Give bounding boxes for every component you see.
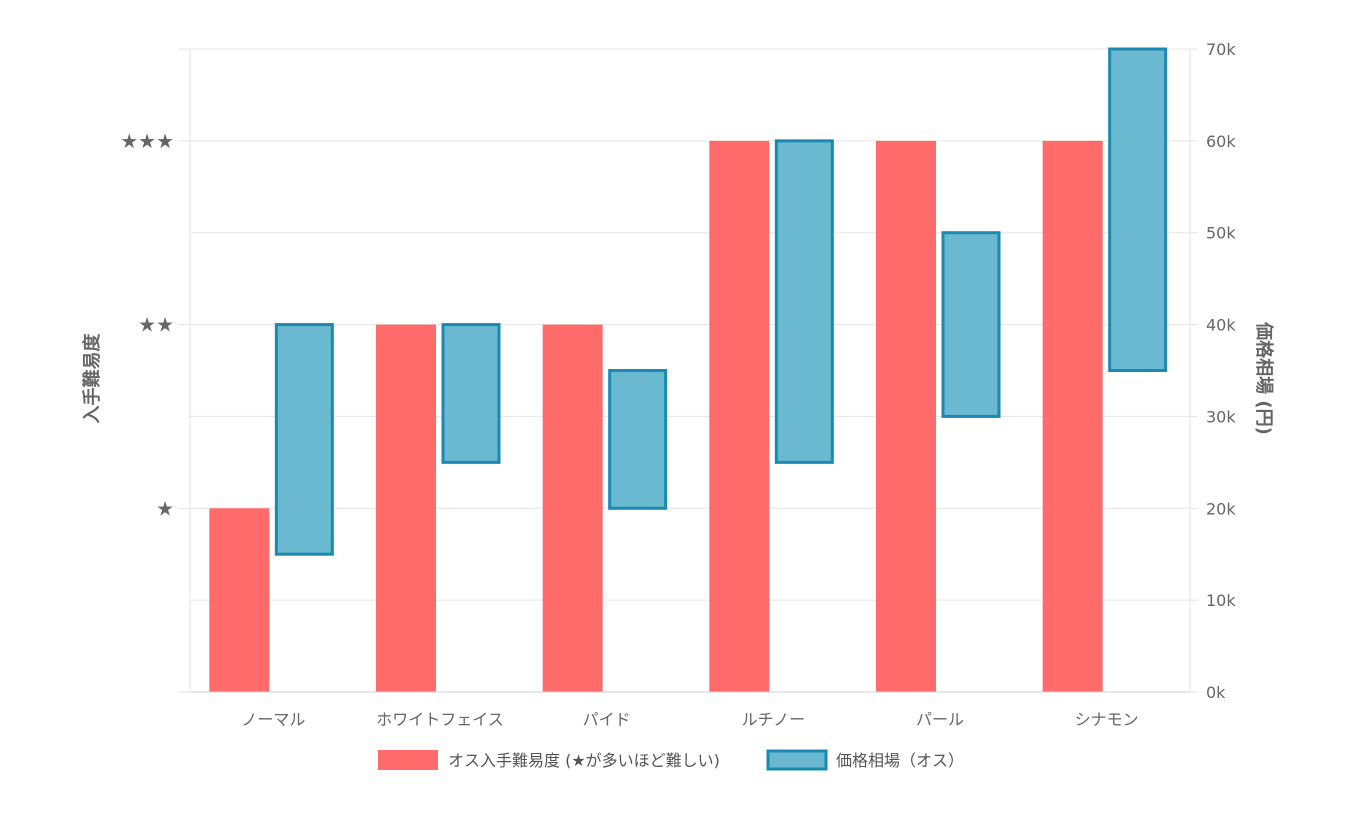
price-range-bar <box>274 323 334 556</box>
difficulty-bar <box>209 508 270 692</box>
legend-swatch-difficulty <box>378 750 438 770</box>
legend: オス入手難易度 (★が多いほど難しい) 価格相場（オス） <box>378 749 964 771</box>
difficulty-bar <box>709 140 770 692</box>
legend-label-price: 価格相場（オス） <box>836 751 964 770</box>
right-tick-label: 50k <box>1206 224 1236 243</box>
right-tick-label: 10k <box>1206 591 1236 610</box>
category-label: パール <box>916 710 964 729</box>
legend-swatch-price <box>766 749 828 771</box>
right-tick-label: 70k <box>1206 40 1236 59</box>
left-axis-title: 入手難易度 <box>81 333 103 424</box>
left-tick-label: ★★★ <box>120 129 174 153</box>
right-tick-label: 30k <box>1206 407 1236 426</box>
difficulty-bar <box>542 324 603 692</box>
price-range-bar <box>1108 47 1168 372</box>
price-range-bar <box>941 231 1001 418</box>
price-range-bar <box>608 369 668 510</box>
category-label: パイド <box>583 710 631 729</box>
legend-label-difficulty: オス入手難易度 (★が多いほど難しい) <box>448 751 720 770</box>
category-label: ルチノー <box>742 710 806 729</box>
grid-layer <box>190 48 1190 693</box>
left-tick-label: ★★ <box>138 313 174 337</box>
right-tick-label: 20k <box>1206 499 1236 518</box>
difficulty-bar <box>1042 140 1103 692</box>
right-axis-title: 価格相場 (円) <box>1253 321 1275 435</box>
difficulty-bar <box>376 324 436 692</box>
axes-layer <box>178 48 1198 693</box>
difficulty-bar <box>876 140 936 692</box>
price-range-bar <box>774 139 834 464</box>
left-tick-label: ★ <box>156 496 174 520</box>
right-tick-label: 60k <box>1206 132 1236 151</box>
category-label: ノーマル <box>241 710 305 729</box>
bars-layer <box>209 47 1168 692</box>
category-label: シナモン <box>1075 710 1139 729</box>
right-tick-label: 0k <box>1206 683 1226 702</box>
category-label: ホワイトフェイス <box>376 710 504 729</box>
right-tick-label: 40k <box>1206 316 1236 335</box>
price-range-bar <box>441 323 501 464</box>
